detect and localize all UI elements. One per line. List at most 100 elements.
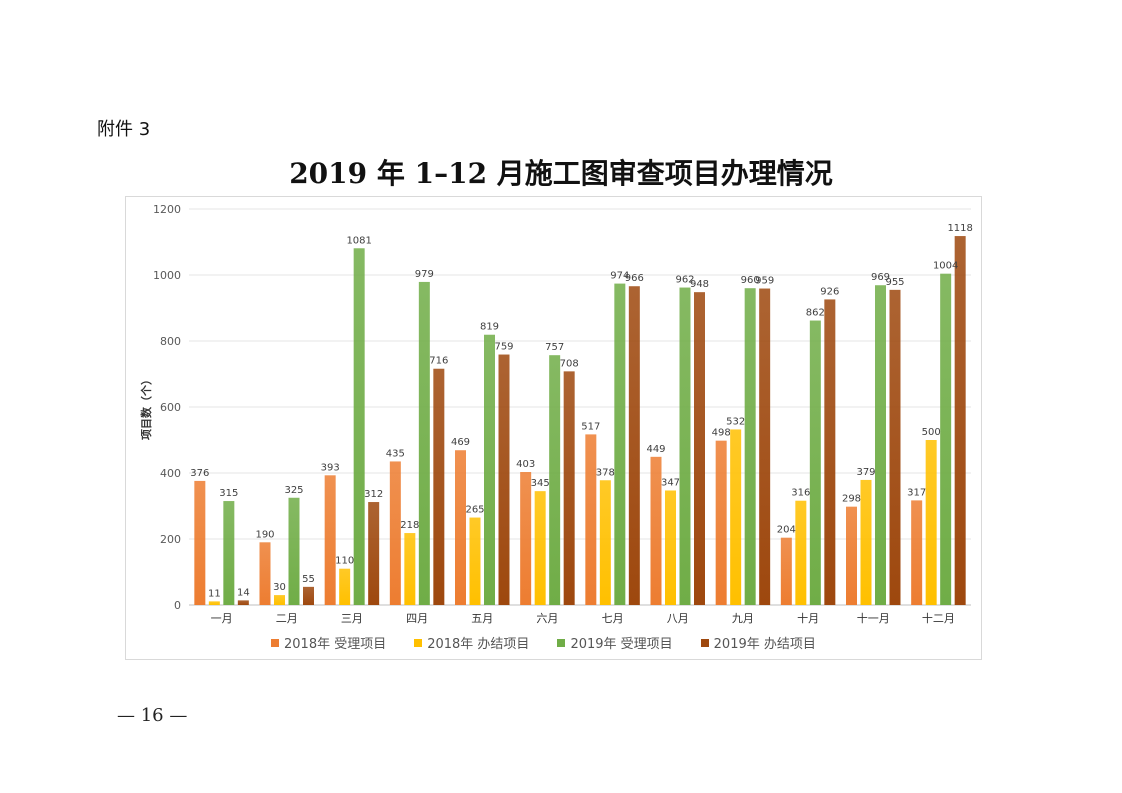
legend-item: 2018年 受理项目 bbox=[271, 633, 386, 652]
y-tick-label: 0 bbox=[174, 599, 181, 612]
axes: 0 200 400 600 800 1000 1200 项目数（个） 一月 二月 三月 四月 五月 六月 七… bbox=[139, 203, 955, 625]
legend-item: 2019年 办结项目 bbox=[700, 633, 816, 652]
bar bbox=[744, 288, 756, 605]
bar bbox=[650, 456, 662, 605]
data-label: 393 bbox=[321, 462, 340, 473]
bar bbox=[614, 283, 626, 605]
y-tick-label: 1200 bbox=[153, 203, 181, 216]
data-label: 11 bbox=[208, 588, 221, 599]
data-label: 532 bbox=[726, 416, 745, 427]
data-label: 218 bbox=[400, 520, 419, 531]
data-label: 959 bbox=[755, 276, 774, 287]
bar bbox=[418, 281, 430, 605]
data-label: 819 bbox=[480, 322, 499, 333]
data-label: 955 bbox=[885, 277, 904, 288]
data-label: 517 bbox=[581, 421, 600, 432]
data-label: 469 bbox=[451, 437, 470, 448]
data-label: 757 bbox=[545, 342, 564, 353]
data-label: 716 bbox=[429, 356, 448, 367]
data-label: 962 bbox=[675, 275, 694, 286]
data-label: 312 bbox=[364, 489, 383, 500]
data-label: 960 bbox=[741, 275, 760, 286]
bar bbox=[759, 288, 771, 605]
x-tick-label: 九月 bbox=[732, 612, 754, 625]
attachment-label: 附件 3 bbox=[97, 119, 151, 140]
bar bbox=[353, 248, 365, 605]
bar bbox=[824, 299, 836, 605]
bar bbox=[780, 537, 792, 605]
data-label: 345 bbox=[531, 478, 550, 489]
y-tick-label: 400 bbox=[160, 467, 181, 480]
legend-item: 2019年 受理项目 bbox=[557, 633, 673, 652]
bar bbox=[368, 502, 380, 605]
legend-swatch bbox=[700, 638, 709, 647]
x-tick-label: 十月 bbox=[797, 611, 819, 625]
data-label: 862 bbox=[806, 308, 825, 319]
legend-label: 2019年 受理项目 bbox=[570, 637, 673, 652]
bar bbox=[809, 320, 821, 605]
data-label: 969 bbox=[871, 272, 890, 283]
x-tick-label: 八月 bbox=[667, 612, 689, 625]
bar bbox=[889, 289, 901, 605]
legend-item: 2018年 办结项目 bbox=[414, 633, 529, 652]
data-label: 316 bbox=[791, 488, 810, 499]
data-label: 498 bbox=[712, 428, 731, 439]
data-label: 1004 bbox=[933, 261, 958, 272]
data-label: 759 bbox=[494, 342, 513, 353]
data-label: 708 bbox=[560, 358, 579, 369]
data-label: 376 bbox=[190, 468, 209, 479]
bar bbox=[455, 450, 466, 605]
data-label: 379 bbox=[856, 467, 875, 478]
data-label: 435 bbox=[386, 448, 405, 459]
bar bbox=[469, 517, 481, 605]
data-label: 265 bbox=[465, 505, 484, 516]
bar bbox=[599, 480, 611, 605]
bar bbox=[730, 429, 742, 605]
bar bbox=[303, 586, 314, 605]
bar bbox=[875, 285, 886, 605]
bar bbox=[860, 479, 872, 605]
y-tick-label: 1000 bbox=[153, 269, 181, 282]
data-label: 110 bbox=[335, 556, 354, 567]
bar bbox=[628, 286, 640, 605]
data-label: 926 bbox=[820, 286, 839, 297]
bar bbox=[679, 287, 691, 605]
legend-swatch bbox=[557, 638, 566, 647]
y-tick-label: 200 bbox=[160, 533, 181, 546]
bar bbox=[274, 595, 285, 605]
data-label: 500 bbox=[922, 427, 941, 438]
y-tick-label: 800 bbox=[160, 335, 181, 348]
bar bbox=[208, 601, 220, 605]
bar bbox=[404, 533, 416, 605]
bar bbox=[237, 600, 249, 605]
bar bbox=[846, 506, 857, 605]
bar bbox=[534, 491, 546, 605]
bar bbox=[288, 497, 300, 605]
x-tick-label: 四月 bbox=[406, 612, 428, 625]
bar bbox=[324, 475, 336, 605]
bar bbox=[520, 472, 532, 605]
bar bbox=[911, 500, 923, 605]
data-label: 966 bbox=[625, 273, 644, 284]
data-label: 347 bbox=[661, 477, 680, 488]
bar bbox=[795, 500, 807, 605]
data-label: 30 bbox=[273, 582, 286, 593]
chart-frame: 0 200 400 600 800 1000 1200 项目数（个） 一月 二月 三月 四月 五月 六月 七… bbox=[125, 196, 982, 660]
data-label: 948 bbox=[690, 279, 709, 290]
y-tick-label: 600 bbox=[160, 401, 181, 414]
bar bbox=[484, 334, 495, 605]
bar bbox=[498, 354, 510, 605]
x-tick-label: 二月 bbox=[276, 612, 298, 625]
legend-swatch bbox=[271, 638, 279, 647]
data-label: 298 bbox=[842, 494, 861, 505]
data-label: 403 bbox=[516, 459, 535, 470]
data-label: 190 bbox=[255, 529, 274, 540]
legend-label: 2018年 受理项目 bbox=[284, 637, 387, 652]
x-tick-label: 十一月 bbox=[857, 611, 890, 625]
bar bbox=[940, 273, 952, 605]
document-title: 2019 年 1–12 月施工图审查项目办理情况 bbox=[289, 157, 833, 190]
x-tick-label: 一月 bbox=[211, 612, 233, 625]
bar bbox=[549, 355, 561, 605]
data-label: 378 bbox=[596, 467, 615, 478]
data-label: 14 bbox=[237, 587, 250, 598]
